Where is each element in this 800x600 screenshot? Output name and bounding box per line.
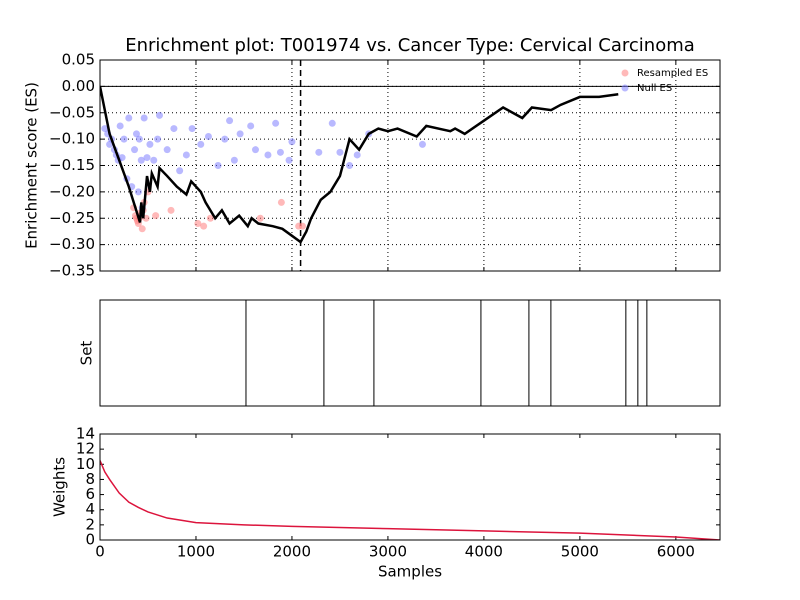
- y-tick-label: −0.05: [49, 103, 95, 121]
- scatter-point: [101, 125, 109, 133]
- y-tick-label: −0.35: [49, 262, 95, 280]
- legend-label: Null ES: [637, 83, 672, 94]
- scatter-point: [221, 135, 229, 143]
- scatter-point: [120, 135, 128, 143]
- scatter-point: [277, 198, 285, 206]
- scatter-point: [206, 214, 214, 222]
- scatter-point: [247, 122, 255, 130]
- scatter-point: [197, 140, 205, 148]
- scatter-point: [200, 222, 208, 230]
- scatter-point: [132, 130, 140, 138]
- scatter-point: [251, 146, 259, 154]
- y-axis-label: Set: [78, 341, 96, 366]
- chart-title: Enrichment plot: T001974 vs. Cancer Type…: [125, 35, 695, 56]
- scatter-point: [146, 140, 154, 148]
- y-axis-label: Enrichment score (ES): [23, 82, 41, 249]
- x-tick-label: 4000: [465, 543, 503, 561]
- scatter-point: [194, 220, 202, 228]
- plot-area: [100, 60, 720, 271]
- scatter-point: [118, 154, 126, 162]
- scatter-point: [272, 119, 280, 127]
- x-axis-label: Samples: [378, 563, 442, 581]
- axes-frame: [99, 59, 721, 272]
- y-tick-label: 12: [76, 440, 95, 458]
- axes-frame: [99, 433, 721, 541]
- scatter-point: [140, 114, 148, 122]
- y-tick-label: 14: [76, 425, 95, 443]
- legend-marker: [621, 69, 629, 77]
- scatter-point: [336, 148, 344, 156]
- scatter-point: [328, 119, 336, 127]
- scatter-point: [143, 154, 151, 162]
- x-tick-label: 0: [95, 543, 105, 561]
- y-tick-label: 8: [85, 470, 95, 488]
- y-tick-label: 10: [76, 455, 95, 473]
- scatter-point: [285, 156, 293, 164]
- x-tick-label: 1000: [177, 543, 215, 561]
- y-tick-label: −0.10: [49, 130, 95, 148]
- scatter-point: [116, 122, 124, 130]
- y-tick-label: −0.25: [49, 209, 95, 227]
- line: [100, 86, 619, 244]
- scatter-point: [176, 167, 184, 175]
- scatter-point: [276, 148, 284, 156]
- x-tick-label: 2000: [273, 543, 311, 561]
- plot-area: [245, 300, 648, 406]
- scatter-point: [167, 206, 175, 214]
- scatter-point: [138, 225, 146, 233]
- scatter-point: [214, 162, 222, 169]
- x-tick-label: 6000: [657, 543, 695, 561]
- y-tick-label: −0.20: [49, 182, 95, 200]
- scatter-point: [170, 125, 178, 133]
- scatter-point: [125, 114, 133, 122]
- y-tick-label: 0: [85, 531, 95, 549]
- scatter-point: [353, 151, 361, 159]
- scatter-point: [230, 156, 238, 164]
- scatter-point: [131, 146, 139, 154]
- y-tick-label: 0.00: [62, 77, 95, 95]
- legend-marker: [621, 84, 629, 92]
- scatter-point: [256, 214, 264, 222]
- legend-label: Resampled ES: [637, 68, 708, 79]
- y-tick-label: −0.30: [49, 235, 95, 253]
- scatter-point: [264, 151, 272, 159]
- scatter-point: [137, 156, 145, 164]
- scatter-point: [150, 156, 158, 164]
- scatter-point: [135, 135, 143, 143]
- x-tick-label: 5000: [561, 543, 599, 561]
- scatter-point: [346, 162, 354, 169]
- scatter-point: [163, 146, 171, 154]
- line: [100, 460, 720, 540]
- scatter-point: [315, 148, 323, 156]
- y-tick-label: 2: [85, 515, 95, 533]
- scatter-point: [204, 132, 212, 140]
- scatter-point: [418, 140, 426, 148]
- scatter-point: [182, 151, 190, 159]
- scatter-point: [152, 212, 160, 220]
- axes-frame: [99, 299, 721, 407]
- plot-area: [100, 460, 720, 540]
- scatter-point: [236, 130, 244, 138]
- scatter-point: [154, 135, 162, 143]
- scatter-point: [106, 140, 114, 148]
- scatter-point: [134, 188, 142, 196]
- y-tick-label: 6: [85, 485, 95, 503]
- scatter-point: [226, 117, 234, 125]
- y-tick-label: 4: [85, 500, 95, 518]
- y-axis-label: Weights: [51, 457, 69, 517]
- y-tick-label: 0.05: [62, 51, 95, 69]
- scatter-point: [288, 138, 296, 146]
- scatter-point: [299, 222, 307, 230]
- scatter-point: [156, 111, 164, 119]
- y-tick-label: −0.15: [49, 156, 95, 174]
- x-tick-label: 3000: [369, 543, 407, 561]
- scatter-point: [188, 125, 196, 133]
